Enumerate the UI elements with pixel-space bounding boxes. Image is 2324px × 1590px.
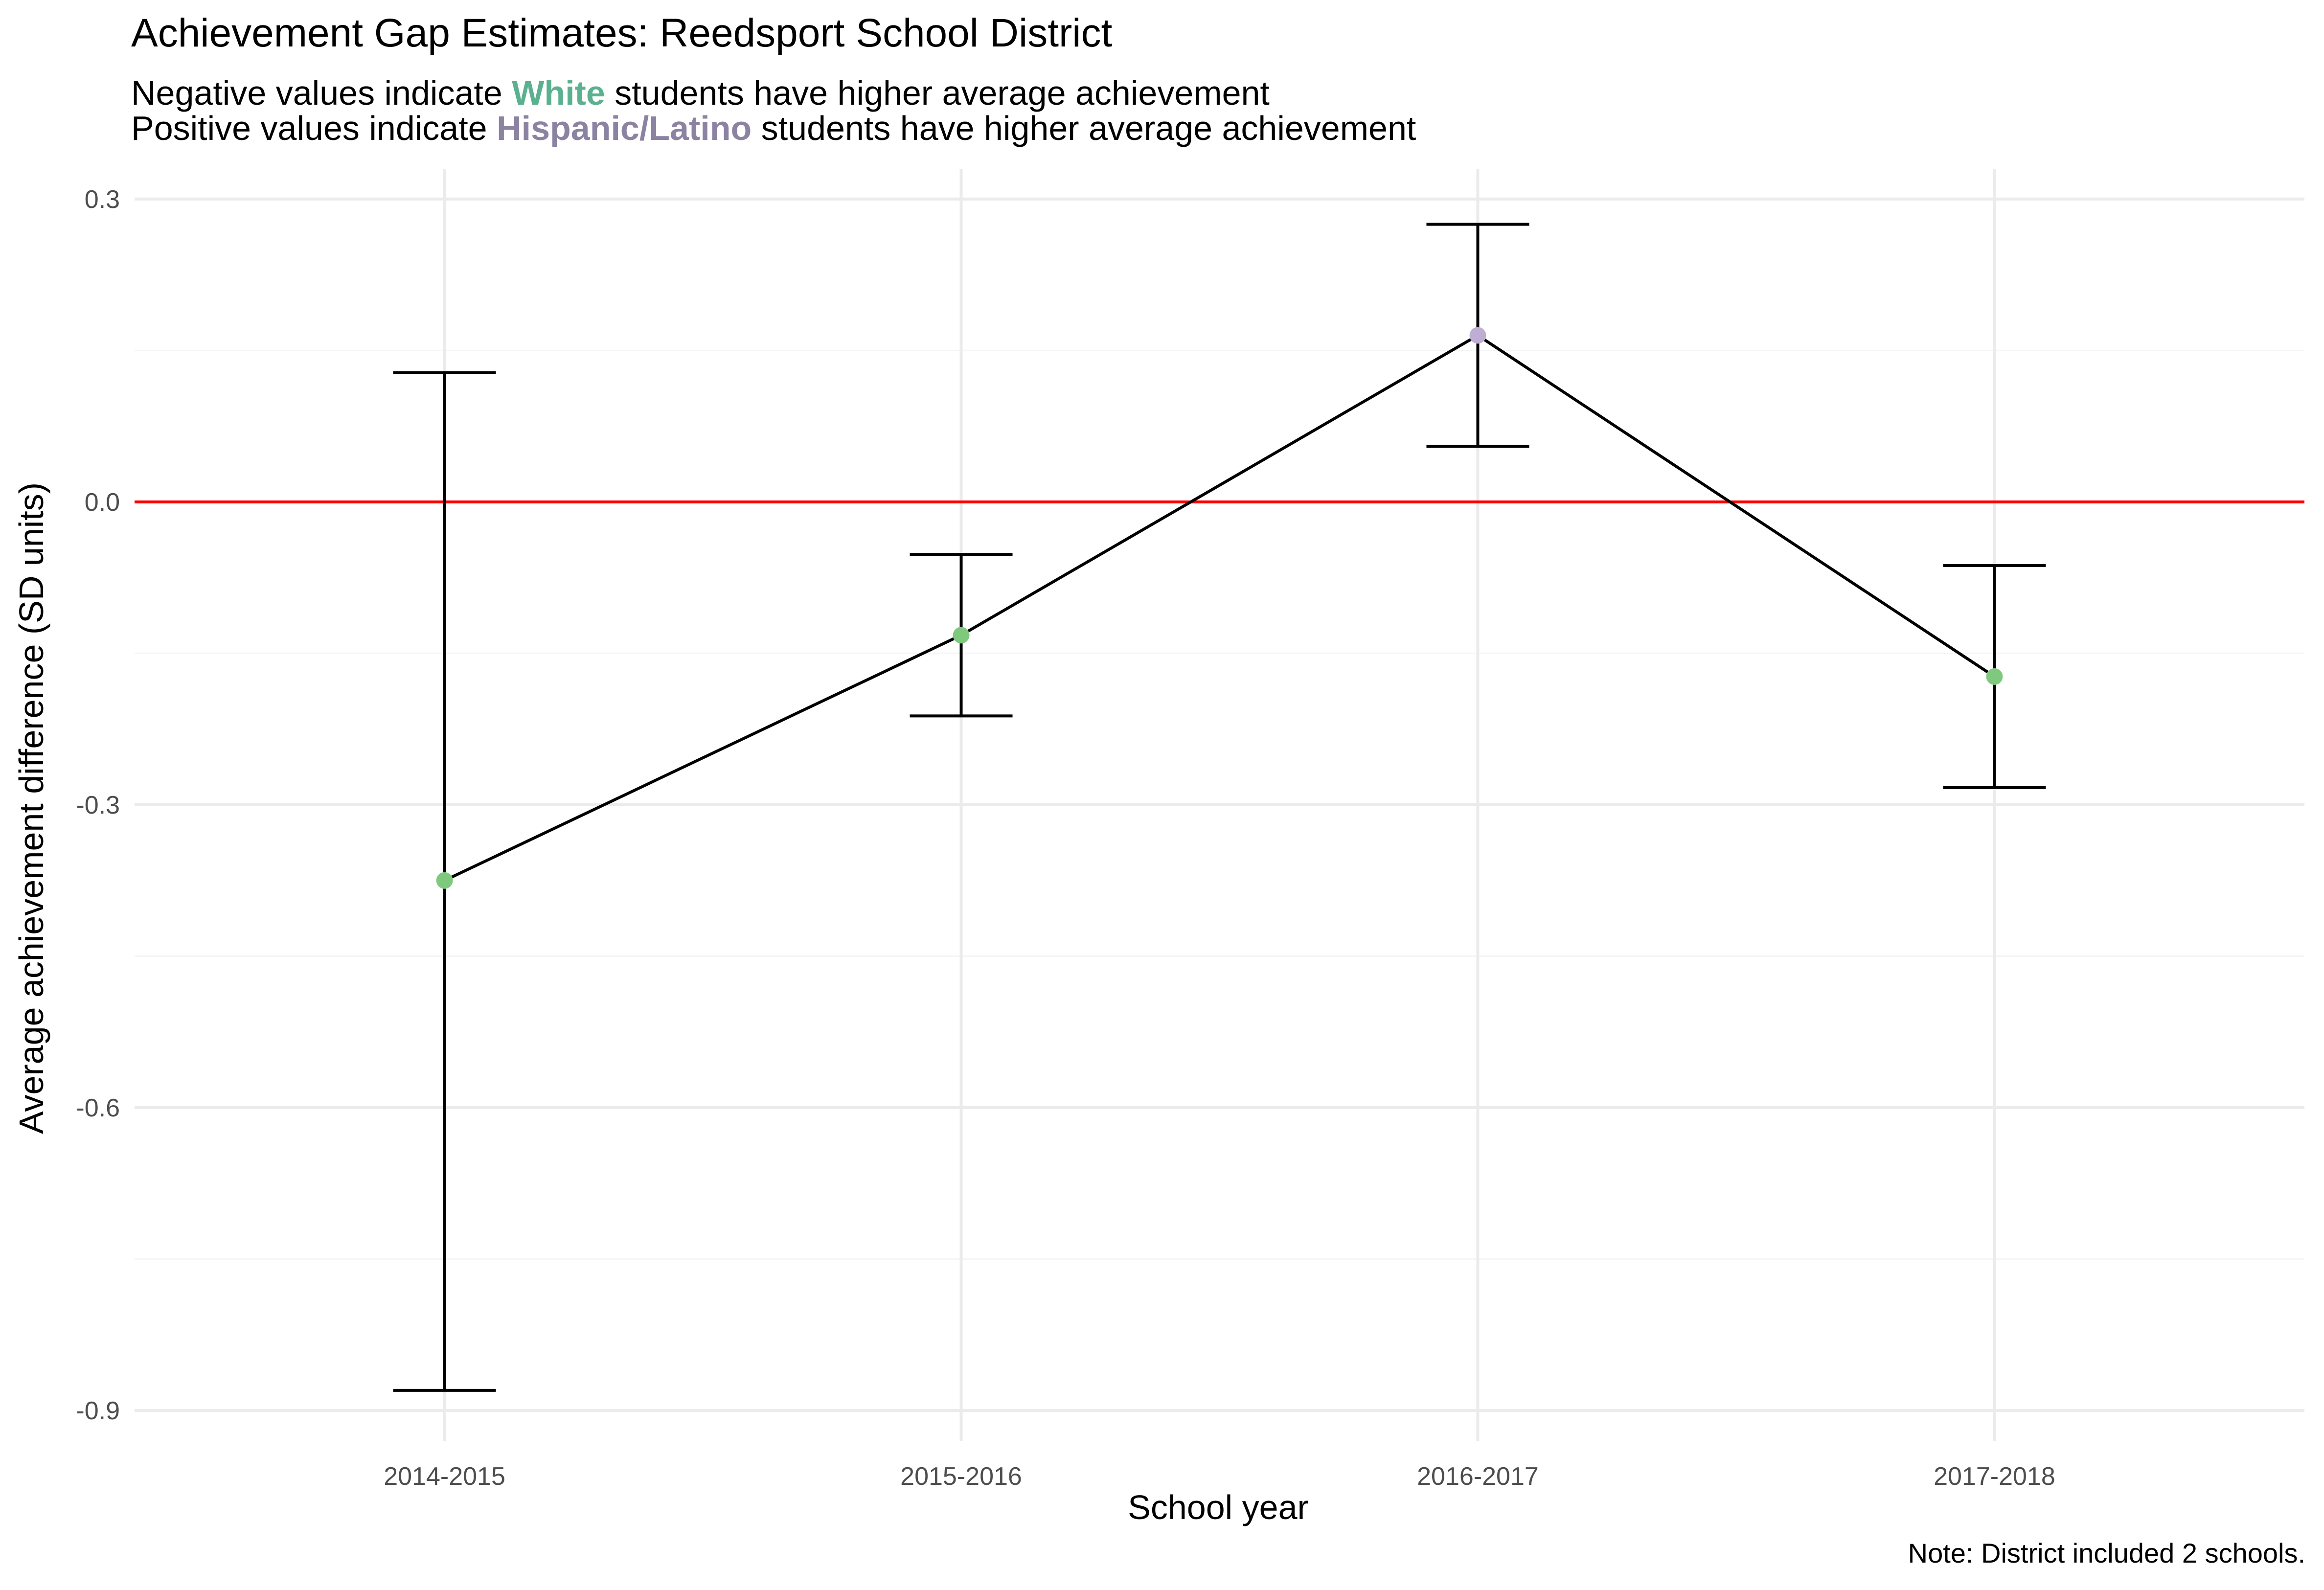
data-point bbox=[1469, 327, 1486, 344]
subtitle-2-before: Positive values indicate bbox=[131, 109, 497, 147]
grid-layer bbox=[135, 169, 2304, 1441]
y-tick-label: 0.0 bbox=[85, 488, 120, 517]
data-point bbox=[1986, 668, 2003, 685]
x-axis-title: School year bbox=[1128, 1488, 1309, 1526]
errorbar-layer bbox=[393, 223, 2046, 1392]
white-group-label: White bbox=[512, 74, 605, 112]
x-tick-label: 2016-2017 bbox=[1417, 1462, 1539, 1491]
y-tick-label: -0.9 bbox=[76, 1397, 120, 1425]
x-tick-label: 2017-2018 bbox=[1934, 1462, 2055, 1491]
subtitle-2-after: students have higher average achievement bbox=[752, 109, 1416, 147]
subtitle-1-before: Negative values indicate bbox=[131, 74, 512, 112]
line-layer bbox=[444, 333, 1996, 882]
data-point bbox=[953, 627, 970, 644]
data-point bbox=[436, 872, 453, 889]
chart-caption: Note: District included 2 schools. bbox=[1908, 1538, 2305, 1568]
subtitle-line-1: Negative values indicate White students … bbox=[131, 73, 1270, 113]
chart-title: Achievement Gap Estimates: Reedsport Sch… bbox=[131, 11, 1113, 55]
x-tick-label: 2014-2015 bbox=[384, 1462, 505, 1491]
y-tick-label: -0.3 bbox=[76, 791, 120, 819]
point-layer bbox=[436, 327, 2003, 889]
y-axis-title: Average achievement difference (SD units… bbox=[12, 482, 50, 1134]
y-tick-label: 0.3 bbox=[85, 185, 120, 214]
subtitle-line-2: Positive values indicate Hispanic/Latino… bbox=[131, 109, 1416, 148]
tick-layer: 0.3 0.0 -0.3 -0.6 -0.9 2014-2015 2015-2016 2016… bbox=[76, 185, 2055, 1491]
x-tick-label: 2015-2016 bbox=[900, 1462, 1022, 1491]
series-line bbox=[444, 333, 1996, 882]
subtitle-1-after: students have higher average achievement bbox=[605, 74, 1270, 112]
hispanic-group-label: Hispanic/Latino bbox=[497, 109, 752, 147]
y-tick-label: -0.6 bbox=[76, 1094, 120, 1122]
